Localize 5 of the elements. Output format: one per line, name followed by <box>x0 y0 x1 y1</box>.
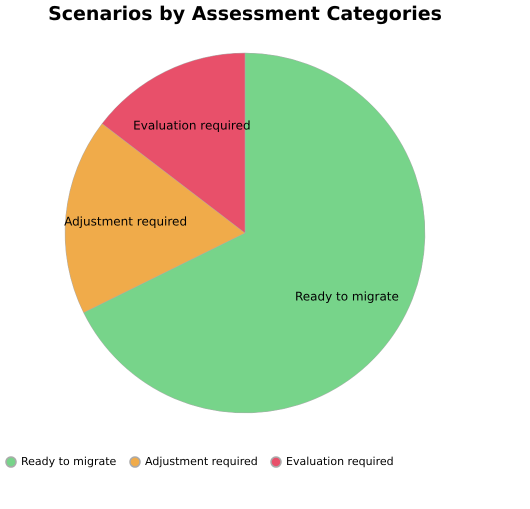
chart-title: Scenarios by Assessment Categories <box>48 3 442 25</box>
slice-label: Ready to migrate <box>294 289 399 304</box>
legend-label: Ready to migrate <box>21 455 117 468</box>
legend-label: Adjustment required <box>145 455 258 468</box>
legend-label: Evaluation required <box>286 455 394 468</box>
